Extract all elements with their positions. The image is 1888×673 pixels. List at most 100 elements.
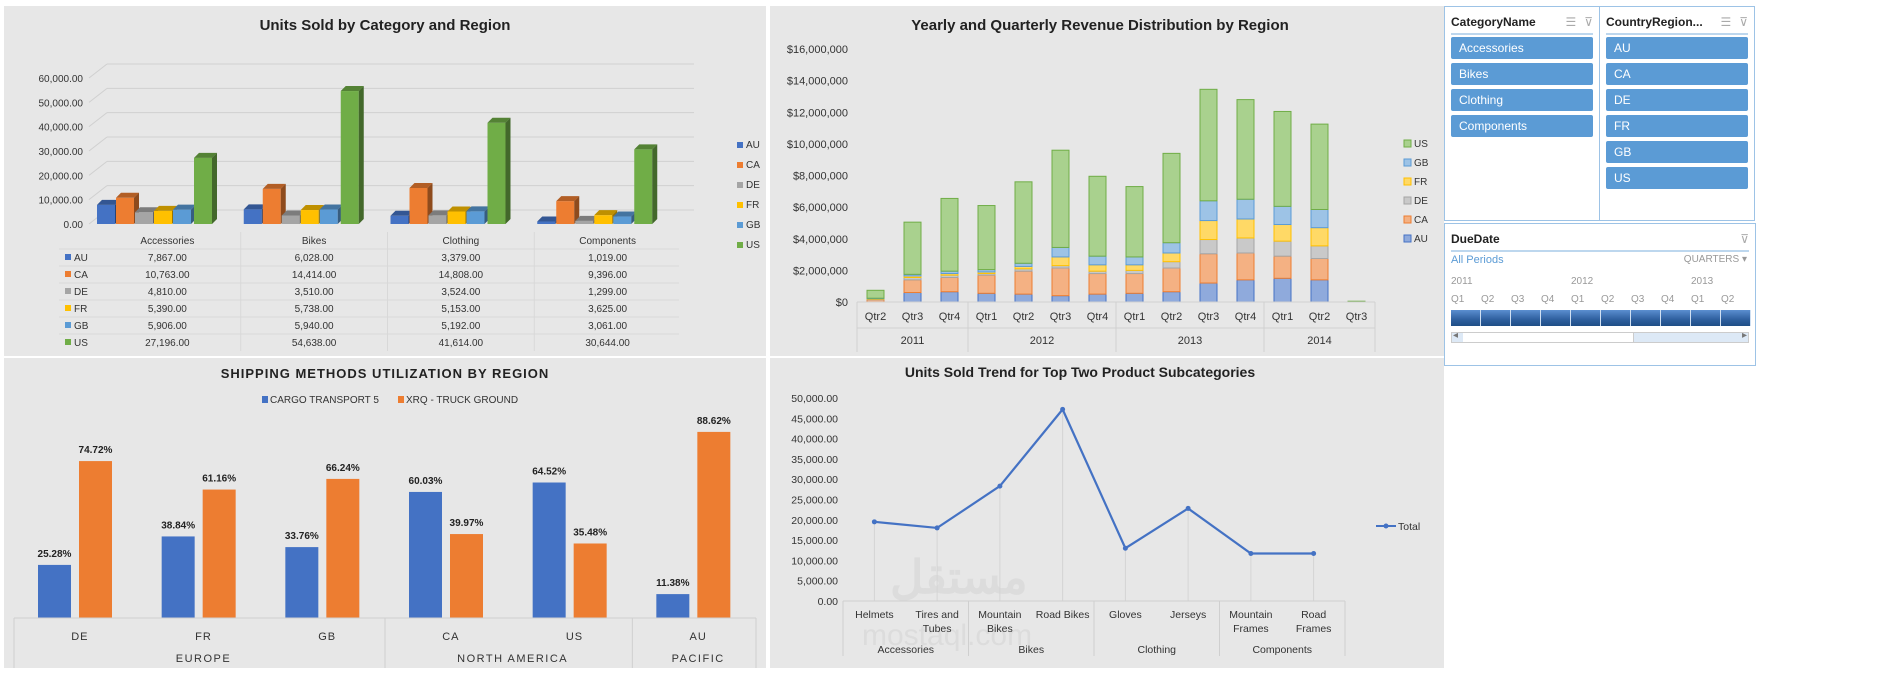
- table-cell: 5,738.00: [295, 304, 334, 315]
- bar-us-accessories: [194, 157, 212, 224]
- stack-fr: [1088, 264, 1107, 272]
- legend-label: DE: [746, 180, 760, 191]
- y-tick-label: 45,000.00: [791, 413, 838, 425]
- clear-filter-icon[interactable]: ⊽: [1740, 232, 1749, 246]
- bar-de-components: [575, 220, 594, 224]
- data-point: [1122, 545, 1128, 551]
- revenue-by-region-chart[interactable]: Yearly and Quarterly Revenue Distributio…: [770, 6, 1444, 356]
- stack-us: [940, 197, 959, 272]
- table-legend-key: [65, 288, 71, 294]
- category-slicer-title: CategoryName: [1451, 15, 1536, 29]
- multi-select-icon[interactable]: ☰: [1565, 15, 1577, 29]
- timeline-period-bar[interactable]: [1631, 310, 1661, 326]
- slicer-item-clothing[interactable]: Clothing: [1451, 89, 1593, 111]
- bar-side-face: [505, 117, 511, 224]
- slicer-item-ca[interactable]: CA: [1606, 63, 1748, 85]
- bar-au-accessories: [97, 204, 115, 224]
- scroll-right-icon[interactable]: ▸: [1741, 330, 1747, 341]
- scroll-thumb[interactable]: [1463, 333, 1634, 342]
- timeline-period-bar[interactable]: [1511, 310, 1541, 326]
- slicer-item-fr[interactable]: FR: [1606, 115, 1748, 137]
- legend-label: GB: [1414, 158, 1429, 169]
- legend-key-us: [1403, 139, 1412, 148]
- slicer-item-au[interactable]: AU: [1606, 37, 1748, 59]
- slicer-item-accessories[interactable]: Accessories: [1451, 37, 1593, 59]
- slicer-item-de[interactable]: DE: [1606, 89, 1748, 111]
- timeline-quarter-label: Q4: [1541, 294, 1555, 305]
- clear-filter-icon[interactable]: ⊽: [1739, 15, 1748, 29]
- timeline-period-bar[interactable]: [1601, 310, 1631, 326]
- timeline-quarter-label: Q1: [1451, 294, 1465, 305]
- timeline-period-bar[interactable]: [1451, 310, 1481, 326]
- timeline-period-bar[interactable]: [1481, 310, 1511, 326]
- group-label: Clothing: [1137, 644, 1176, 656]
- stack-fr: [1199, 220, 1218, 241]
- bar-de-accessories: [135, 212, 153, 224]
- table-cell: 3,625.00: [588, 304, 627, 315]
- units-trend-chart[interactable]: Units Sold Trend for Top Two Product Sub…: [770, 358, 1444, 668]
- duedate-timeline: DueDate ⊽ All Periods QUARTERS ▾ 2011 201…: [1444, 223, 1756, 366]
- legend-label: AU: [746, 140, 760, 151]
- table-cell: 41,614.00: [439, 338, 484, 349]
- data-label: 64.52%: [532, 467, 566, 478]
- timeline-period-bar[interactable]: [1721, 310, 1751, 326]
- timeline-period-bar[interactable]: [1541, 310, 1571, 326]
- bar-top-face: [300, 205, 324, 211]
- x-tick-label: Mountain: [978, 609, 1021, 621]
- table-cell: 1,019.00: [588, 253, 627, 264]
- table-legend-key: [65, 322, 71, 328]
- bar-fr-components: [594, 215, 613, 224]
- stack-au: [1273, 277, 1292, 303]
- stack-au: [940, 291, 959, 303]
- bar-fr-clothing: [447, 211, 466, 224]
- bar-gb-0: [285, 547, 319, 618]
- table-cell: 14,414.00: [292, 270, 337, 281]
- slicer-item-bikes[interactable]: Bikes: [1451, 63, 1593, 85]
- table-header-cell: Components: [579, 236, 636, 247]
- timeline-quarter-label: Q3: [1631, 294, 1645, 305]
- timeline-period-bar[interactable]: [1661, 310, 1691, 326]
- timeline-quarter-label: Q1: [1571, 294, 1585, 305]
- units-by-category-chart[interactable]: Units Sold by Category and Region 0.00 10,…: [4, 6, 766, 356]
- slicer-item-us[interactable]: US: [1606, 167, 1748, 189]
- timeline-period-bar[interactable]: [1691, 310, 1721, 326]
- bar-ca-bikes: [262, 188, 281, 224]
- bar-side-face: [212, 152, 217, 224]
- bar-ca-0: [409, 491, 442, 618]
- table-cell: 5,390.00: [148, 304, 187, 315]
- shipping-methods-chart[interactable]: SHIPPING METHODS UTILIZATION BY REGION CA…: [4, 358, 766, 668]
- stack-ca: [940, 276, 959, 293]
- stack-au: [1236, 279, 1255, 303]
- gridline-depth: [88, 87, 108, 103]
- clear-filter-icon[interactable]: ⊽: [1584, 15, 1593, 29]
- stack-ca: [1162, 267, 1181, 293]
- time-level-dropdown[interactable]: QUARTERS ▾: [1684, 254, 1747, 265]
- legend-key: [262, 396, 268, 403]
- group-label: 2014: [1307, 335, 1331, 347]
- y-tick-label: 30,000.00: [39, 147, 84, 158]
- slicer-item-components[interactable]: Components: [1451, 115, 1593, 137]
- group-label: EUROPE: [176, 653, 231, 665]
- x-tick-label: Qtr2: [1013, 311, 1034, 323]
- y-tick-label: $4,000,000: [793, 234, 848, 246]
- bar-us-1: [573, 543, 607, 618]
- slicer-item-gb[interactable]: GB: [1606, 141, 1748, 163]
- scroll-left-icon[interactable]: ◂: [1453, 330, 1459, 341]
- timeline-period-bar[interactable]: [1571, 310, 1601, 326]
- units-by-category-svg: Units Sold by Category and Region 0.00 10,…: [39, 17, 761, 351]
- bar-top-face: [537, 216, 561, 222]
- x-tick-label: Mountain: [1229, 609, 1272, 621]
- table-cell: 5,153.00: [441, 304, 480, 315]
- multi-select-icon[interactable]: ☰: [1720, 15, 1732, 29]
- y-tick-label: 25,000.00: [791, 495, 838, 507]
- legend-key-de: [737, 182, 743, 188]
- all-periods-label: All Periods: [1451, 254, 1504, 266]
- data-point: [871, 519, 877, 525]
- table-cell: 1,299.00: [588, 287, 627, 298]
- legend-key-gb: [1403, 158, 1412, 167]
- stack-fr: [1051, 256, 1070, 267]
- bar-us-bikes: [340, 91, 359, 224]
- legend-label: CA: [1414, 215, 1428, 226]
- x-tick-label: Qtr4: [1087, 311, 1108, 323]
- timeline-scrollbar[interactable]: ◂ ▸: [1451, 330, 1749, 343]
